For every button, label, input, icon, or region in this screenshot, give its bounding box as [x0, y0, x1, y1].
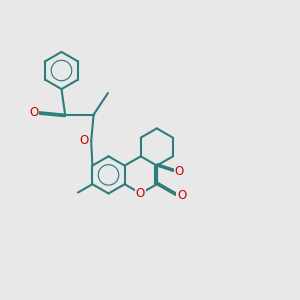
Text: O: O — [136, 188, 145, 201]
Text: O: O — [136, 187, 145, 200]
Text: O: O — [177, 188, 186, 202]
Text: O: O — [29, 106, 38, 119]
Text: O: O — [80, 134, 88, 147]
Text: O: O — [174, 164, 183, 178]
